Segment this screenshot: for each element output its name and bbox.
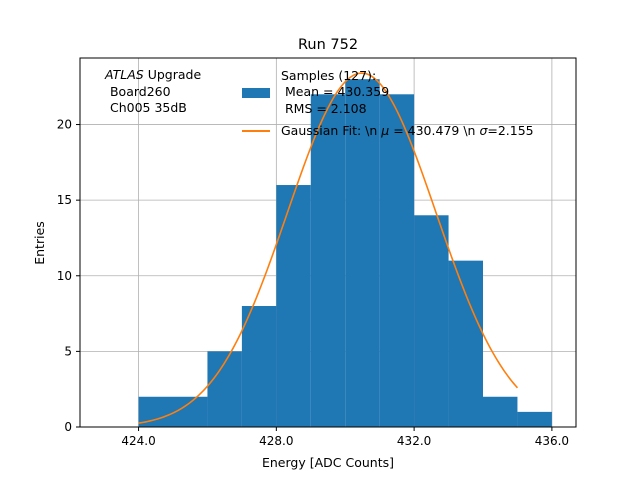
- legend-fit-sigma: σ: [479, 123, 488, 138]
- histogram-bar: [276, 185, 311, 427]
- histogram-bar: [173, 396, 208, 427]
- atlas-italic-text: ATLAS: [104, 67, 144, 82]
- histogram-bar: [483, 396, 518, 427]
- board-label: Board260: [106, 84, 171, 99]
- y-tick-label: 20: [57, 118, 72, 132]
- y-tick-label: 0: [64, 420, 72, 434]
- legend-samples-mean: Mean = 430.359: [281, 84, 389, 99]
- histogram-bar: [379, 94, 415, 428]
- x-axis-label: Energy [ADC Counts]: [262, 455, 394, 470]
- histogram-bar: [448, 260, 483, 427]
- histogram-bar: [310, 94, 346, 428]
- x-tick-label: 428.0: [259, 434, 293, 448]
- x-tick-label: 436.0: [535, 434, 569, 448]
- x-tick-label: 424.0: [121, 434, 155, 448]
- histogram-bar: [414, 215, 449, 427]
- y-tick-label: 15: [57, 193, 72, 207]
- atlas-upgrade-text: Upgrade: [144, 67, 202, 82]
- channel-label: Ch005 35dB: [106, 100, 187, 115]
- axes-frame: [79, 57, 577, 428]
- legend-fit-text-a: Gaussian Fit: \n: [281, 123, 381, 138]
- chart-title: Run 752: [298, 37, 358, 53]
- histogram-bars: [138, 79, 552, 428]
- legend: Samples (127): Mean = 430.359 RMS = 2.10…: [242, 68, 534, 138]
- histogram-bar: [241, 306, 277, 427]
- atlas-label: ATLAS Upgrade: [104, 67, 201, 82]
- legend-fit-text-c: =2.155: [487, 123, 533, 138]
- gaussian-fit-curve: [138, 72, 519, 424]
- y-tick-label: 10: [57, 269, 72, 283]
- legend-fit-text-b: = 430.479 \n: [389, 123, 479, 138]
- legend-samples-swatch: [242, 88, 270, 98]
- legend-samples-title: Samples (127):: [281, 68, 376, 83]
- legend-fit-mu: μ: [380, 123, 389, 138]
- y-tick-label: 5: [64, 344, 72, 358]
- histogram-bar: [345, 79, 380, 428]
- y-axis-label: Entries: [32, 221, 47, 265]
- legend-samples-rms: RMS = 2.108: [281, 101, 367, 116]
- axis-ticks: 424.0 428.0 432.0 436.0 0 5 10 15 20: [57, 118, 569, 448]
- histogram-bar: [517, 411, 552, 427]
- gaussian-fit-layer: [138, 72, 519, 424]
- x-tick-label: 432.0: [397, 434, 431, 448]
- legend-fit-label: Gaussian Fit: \n μ = 430.479 \n σ=2.155: [281, 123, 534, 138]
